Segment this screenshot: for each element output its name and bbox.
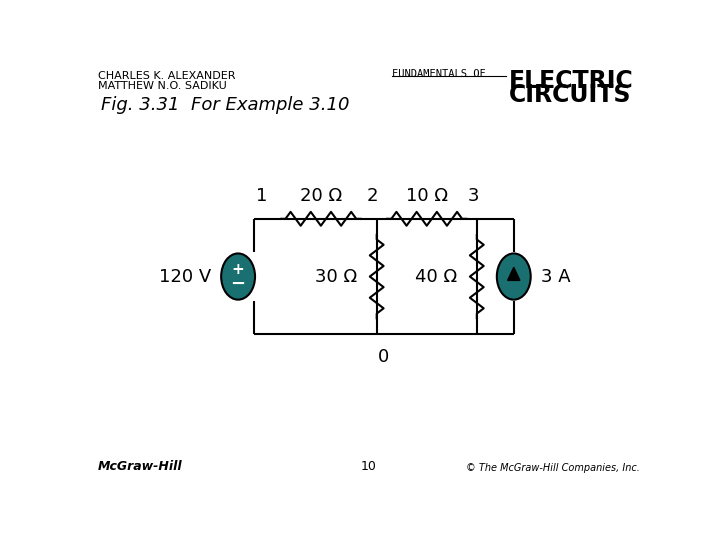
Text: 120 V: 120 V xyxy=(159,267,211,286)
Text: 3 A: 3 A xyxy=(541,267,570,286)
Text: 20 Ω: 20 Ω xyxy=(300,187,342,205)
Text: 1: 1 xyxy=(256,187,267,205)
Text: 10 Ω: 10 Ω xyxy=(406,187,448,205)
Text: 40 Ω: 40 Ω xyxy=(415,267,457,286)
Text: © The McGraw-Hill Companies, Inc.: © The McGraw-Hill Companies, Inc. xyxy=(466,463,640,473)
Text: MATTHEW N.O. SADIKU: MATTHEW N.O. SADIKU xyxy=(98,81,227,91)
Text: 0: 0 xyxy=(378,348,390,366)
Ellipse shape xyxy=(497,253,531,300)
Polygon shape xyxy=(508,267,520,280)
Text: CIRCUITS: CIRCUITS xyxy=(509,83,631,106)
Text: CHARLES K. ALEXANDER: CHARLES K. ALEXANDER xyxy=(98,71,235,81)
Text: ELECTRIC: ELECTRIC xyxy=(509,69,634,93)
Text: FUNDAMENTALS OF: FUNDAMENTALS OF xyxy=(392,69,486,79)
Text: +: + xyxy=(232,262,245,277)
Text: 30 Ω: 30 Ω xyxy=(315,267,357,286)
Text: 2: 2 xyxy=(367,187,379,205)
Text: 10: 10 xyxy=(361,460,377,473)
Text: Fig. 3.31  For Example 3.10: Fig. 3.31 For Example 3.10 xyxy=(101,96,349,113)
Text: −: − xyxy=(230,274,246,293)
Text: 3: 3 xyxy=(467,187,479,205)
Text: McGraw-Hill: McGraw-Hill xyxy=(98,460,183,473)
Ellipse shape xyxy=(221,253,255,300)
